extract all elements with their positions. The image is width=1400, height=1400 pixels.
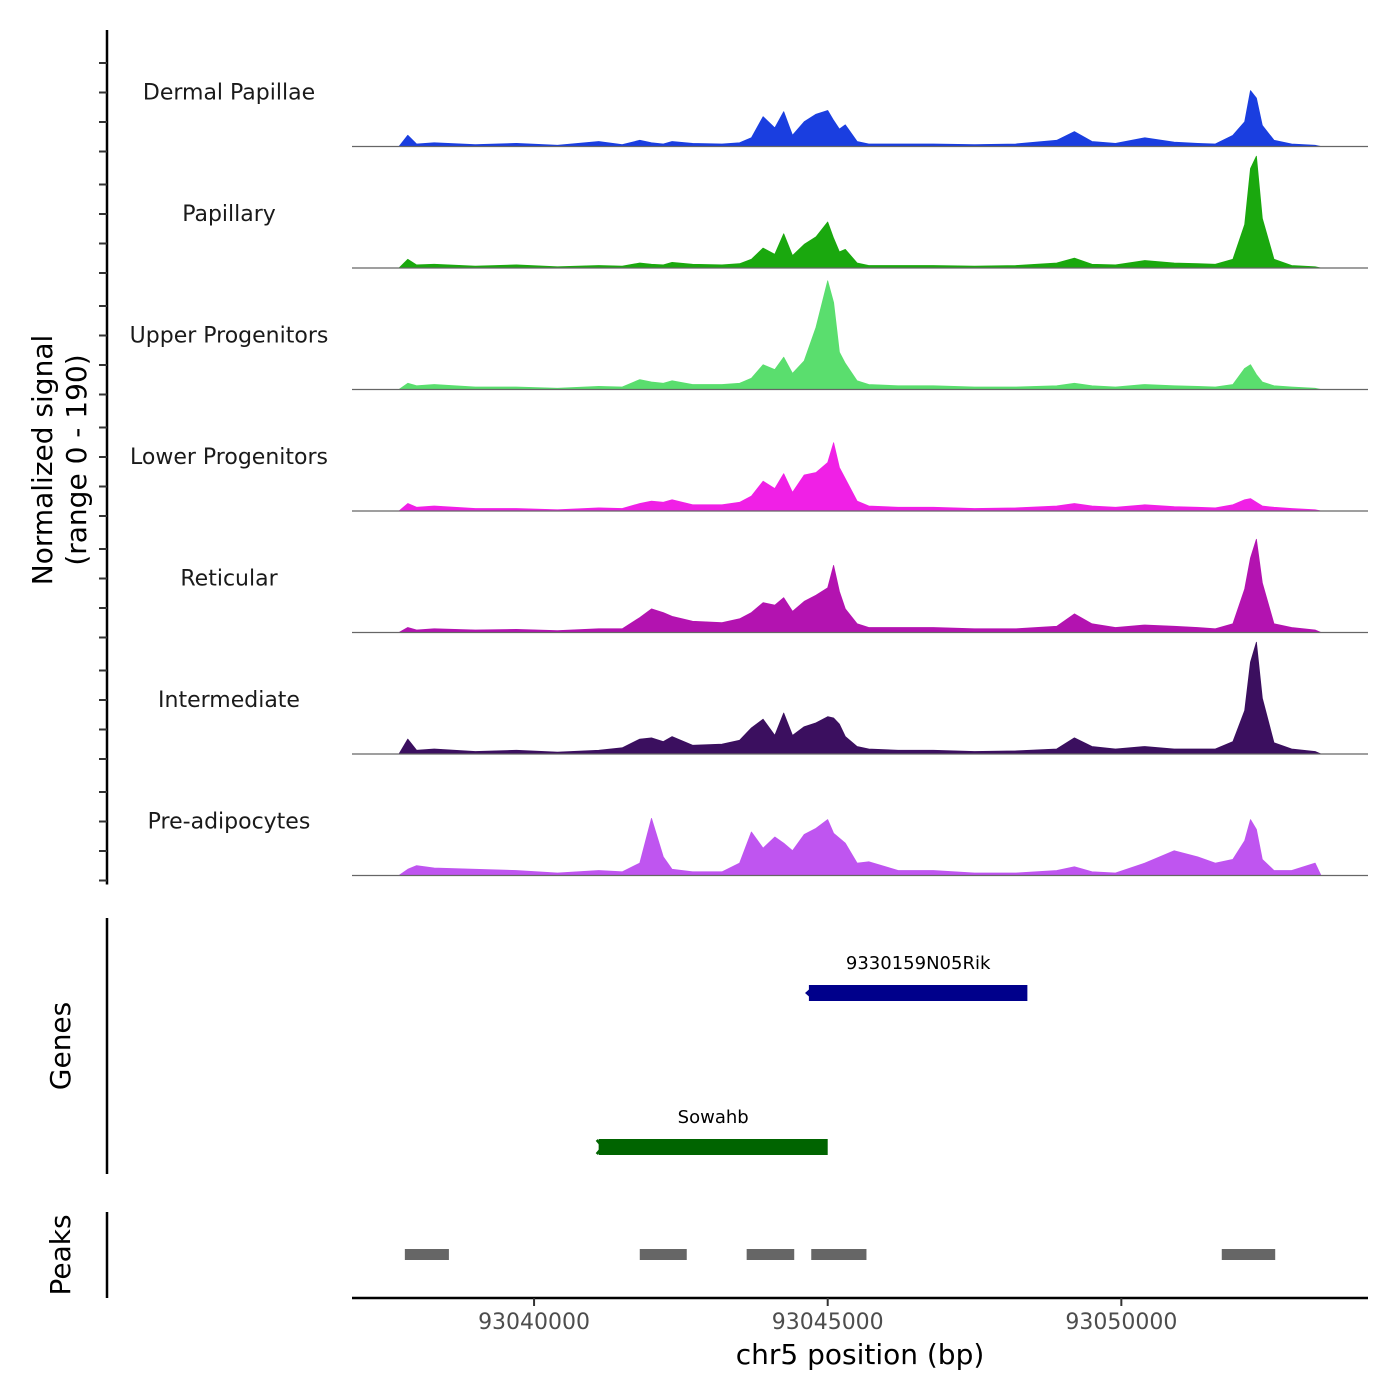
- x-axis: 93040000 93045000 93050000: [352, 1296, 1368, 1335]
- strand-arrow-9330159n05rik: [805, 985, 816, 1001]
- signal-area-lower-progenitors: [398, 442, 1322, 512]
- x-axis-title: chr5 position (bp): [736, 1338, 985, 1371]
- peaks-axis-title: Peaks: [44, 1214, 77, 1295]
- track-label-upper-progenitors: Upper Progenitors: [130, 324, 329, 349]
- track-papillary: Papillary: [182, 155, 1368, 269]
- x-tick-label-1: 93040000: [478, 1310, 590, 1335]
- track-lower-progenitors: Lower Progenitors: [130, 442, 1368, 512]
- signal-area-reticular: [398, 538, 1322, 633]
- signal-axis: [99, 30, 109, 885]
- peak-3: [746, 1249, 795, 1260]
- signal-area-upper-progenitors: [398, 280, 1322, 390]
- strand-arrow-sowahb: [595, 1139, 605, 1155]
- signal-axis-title-line1: Normalized signal: [26, 335, 59, 586]
- gene-label-9330159n05rik: 9330159N05Rik: [846, 953, 991, 974]
- track-label-reticular: Reticular: [180, 567, 278, 592]
- track-pre-adipocytes: Pre-adipocytes: [148, 810, 1368, 877]
- signal-area-intermediate: [398, 641, 1322, 755]
- gene-9330159n05rik: 9330159N05Rik: [805, 953, 1028, 1001]
- track-label-papillary: Papillary: [182, 202, 276, 227]
- signal-axis-title-line2: (range 0 - 190): [60, 354, 93, 565]
- track-intermediate: Intermediate: [158, 641, 1368, 755]
- track-label-intermediate: Intermediate: [158, 688, 300, 713]
- signal-tracks: Dermal Papillae Papillary Upper Progenitor…: [130, 81, 1368, 877]
- gene-body-9330159n05rik: [808, 985, 1028, 1001]
- peak-2: [639, 1249, 687, 1260]
- gene-label-sowahb: Sowahb: [678, 1107, 749, 1128]
- peak-4: [811, 1249, 867, 1260]
- peak-5: [1221, 1249, 1276, 1260]
- signal-area-papillary: [398, 155, 1322, 269]
- track-upper-progenitors: Upper Progenitors: [130, 280, 1368, 391]
- gene-sowahb: Sowahb: [595, 1107, 828, 1155]
- track-reticular: Reticular: [180, 538, 1368, 634]
- genes-axis-title: Genes: [44, 1002, 77, 1090]
- signal-area-pre-adipocytes: [398, 818, 1322, 876]
- peak-track: [404, 1249, 1276, 1260]
- x-tick-label-2: 93045000: [772, 1310, 884, 1335]
- signal-axis-title: Normalized signal (range 0 - 190): [26, 335, 93, 586]
- track-dermal-papillae: Dermal Papillae: [143, 81, 1368, 148]
- peak-1: [404, 1249, 449, 1260]
- track-label-pre-adipocytes: Pre-adipocytes: [148, 810, 311, 835]
- track-label-dermal-papillae: Dermal Papillae: [143, 81, 315, 106]
- gene-body-sowahb: [598, 1139, 828, 1155]
- x-tick-label-3: 93050000: [1065, 1310, 1177, 1335]
- track-label-lower-progenitors: Lower Progenitors: [130, 445, 328, 470]
- signal-area-dermal-papillae: [398, 90, 1322, 147]
- gene-track: 9330159N05Rik Sowahb: [595, 953, 1028, 1155]
